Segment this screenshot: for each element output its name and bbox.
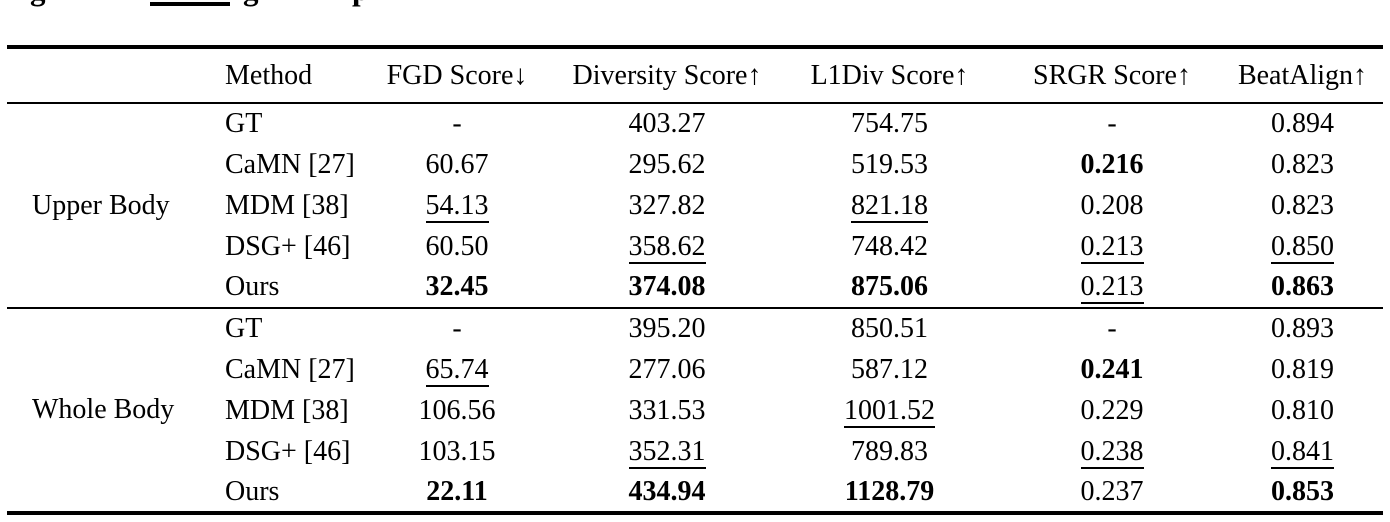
fgd-value: 60.67 bbox=[425, 148, 489, 180]
method-name: Ours bbox=[225, 475, 280, 507]
fgd-value: 54.13 bbox=[425, 189, 489, 223]
header-fgd-score: FGD Score↓ bbox=[357, 47, 557, 104]
fgd-value: 60.50 bbox=[425, 230, 489, 262]
fgd-value: 32.45 bbox=[425, 271, 489, 302]
caption-fragment: g bbox=[30, 0, 46, 5]
method-name: CaMN [27] bbox=[225, 353, 355, 385]
diversity-value: 434.94 bbox=[628, 475, 706, 507]
header-srgr-score: SRGR Score↑ bbox=[1002, 47, 1222, 104]
srgr-value: 0.237 bbox=[1080, 475, 1144, 507]
l1div-value: 789.83 bbox=[851, 435, 928, 467]
srgr-value: 0.238 bbox=[1080, 435, 1144, 469]
fgd-value: - bbox=[452, 313, 462, 344]
fgd-value: 106.56 bbox=[418, 394, 496, 426]
fgd-value: 65.74 bbox=[425, 353, 489, 387]
table-row: MDM [38] 54.13 327.82 821.18 0.208 0.823 bbox=[7, 185, 1383, 226]
srgr-value: 0.216 bbox=[1080, 148, 1144, 180]
beatalign-value: 0.823 bbox=[1271, 148, 1334, 180]
table-row: CaMN [27] 60.67 295.62 519.53 0.216 0.82… bbox=[7, 144, 1383, 185]
srgr-value: 0.208 bbox=[1080, 189, 1144, 221]
srgr-value: 0.241 bbox=[1080, 353, 1144, 385]
beatalign-value: 0.863 bbox=[1271, 271, 1334, 302]
l1div-value: 821.18 bbox=[851, 189, 928, 223]
method-name: DSG+ [46] bbox=[225, 230, 351, 262]
l1div-value: 1001.52 bbox=[844, 394, 935, 428]
method-name: Ours bbox=[225, 271, 280, 302]
diversity-value: 352.31 bbox=[628, 435, 706, 469]
table-row: Ours 32.45 374.08 875.06 0.213 0.863 bbox=[7, 267, 1383, 308]
diversity-value: 277.06 bbox=[628, 353, 706, 385]
l1div-value: 587.12 bbox=[851, 353, 928, 385]
fgd-value: - bbox=[452, 108, 462, 139]
method-name: GT bbox=[197, 307, 357, 349]
caption-fragment: g bbox=[243, 0, 259, 5]
diversity-value: 331.53 bbox=[628, 394, 706, 426]
l1div-value: 748.42 bbox=[851, 230, 928, 262]
srgr-value: - bbox=[1107, 108, 1117, 139]
header-row: Method FGD Score↓ Diversity Score↑ L1Div… bbox=[7, 47, 1383, 104]
header-method: Method bbox=[197, 47, 357, 104]
results-table: Method FGD Score↓ Diversity Score↑ L1Div… bbox=[7, 45, 1383, 515]
method-name: MDM [38] bbox=[225, 189, 349, 221]
header-l1div-score: L1Div Score↑ bbox=[777, 47, 1002, 104]
table-row: DSG+ [46] 60.50 358.62 748.42 0.213 0.85… bbox=[7, 226, 1383, 267]
l1div-value: 754.75 bbox=[851, 108, 928, 139]
beatalign-value: 0.841 bbox=[1271, 435, 1334, 469]
l1div-value: 850.51 bbox=[851, 313, 928, 344]
group-label-whole-body: Whole Body bbox=[7, 307, 197, 513]
srgr-value: 0.213 bbox=[1080, 230, 1144, 264]
diversity-value: 403.27 bbox=[628, 108, 706, 139]
header-group-spacer bbox=[7, 47, 197, 104]
beatalign-value: 0.850 bbox=[1271, 230, 1334, 264]
caption-fragment: p bbox=[352, 0, 369, 5]
l1div-value: 519.53 bbox=[851, 148, 928, 180]
fgd-value: 103.15 bbox=[418, 435, 496, 467]
method-name: MDM [38] bbox=[225, 394, 349, 426]
table-row: Whole Body GT - 395.20 850.51 - 0.893 bbox=[7, 307, 1383, 513]
beatalign-value: 0.823 bbox=[1271, 189, 1334, 221]
table-row: Upper Body GT - 403.27 754.75 - 0.894 bbox=[7, 103, 1383, 221]
srgr-value: - bbox=[1107, 313, 1117, 344]
table-row: DSG+ [46] 103.15 352.31 789.83 0.238 0.8… bbox=[7, 431, 1383, 472]
diversity-value: 395.20 bbox=[628, 313, 706, 344]
header-diversity-score: Diversity Score↑ bbox=[557, 47, 777, 104]
l1div-value: 1128.79 bbox=[844, 475, 935, 507]
l1div-value: 875.06 bbox=[851, 271, 928, 302]
diversity-value: 358.62 bbox=[628, 230, 706, 264]
beatalign-value: 0.894 bbox=[1271, 108, 1334, 139]
method-name: GT bbox=[225, 108, 263, 139]
method-name: CaMN [27] bbox=[225, 148, 355, 180]
beatalign-value: 0.853 bbox=[1271, 475, 1334, 507]
caption-underline-fragment bbox=[150, 2, 230, 6]
table-row: CaMN [27] 65.74 277.06 587.12 0.241 0.81… bbox=[7, 349, 1383, 390]
beatalign-value: 0.819 bbox=[1271, 353, 1334, 385]
diversity-value: 327.82 bbox=[628, 189, 706, 221]
diversity-value: 295.62 bbox=[628, 148, 706, 180]
beatalign-value: 0.810 bbox=[1271, 394, 1334, 426]
header-beatalign: BeatAlign↑ bbox=[1222, 47, 1383, 104]
beatalign-value: 0.893 bbox=[1271, 313, 1334, 344]
cropped-caption-strip: g g p bbox=[0, 0, 1390, 45]
table-row: MDM [38] 106.56 331.53 1001.52 0.229 0.8… bbox=[7, 390, 1383, 431]
srgr-value: 0.213 bbox=[1080, 271, 1144, 304]
fgd-value: 22.11 bbox=[426, 475, 488, 507]
group-label-upper-body: Upper Body bbox=[32, 189, 170, 221]
diversity-value: 374.08 bbox=[628, 271, 706, 302]
srgr-value: 0.229 bbox=[1080, 394, 1144, 426]
method-name: DSG+ [46] bbox=[225, 435, 351, 467]
table-row: Ours 22.11 434.94 1128.79 0.237 0.853 bbox=[7, 472, 1383, 513]
